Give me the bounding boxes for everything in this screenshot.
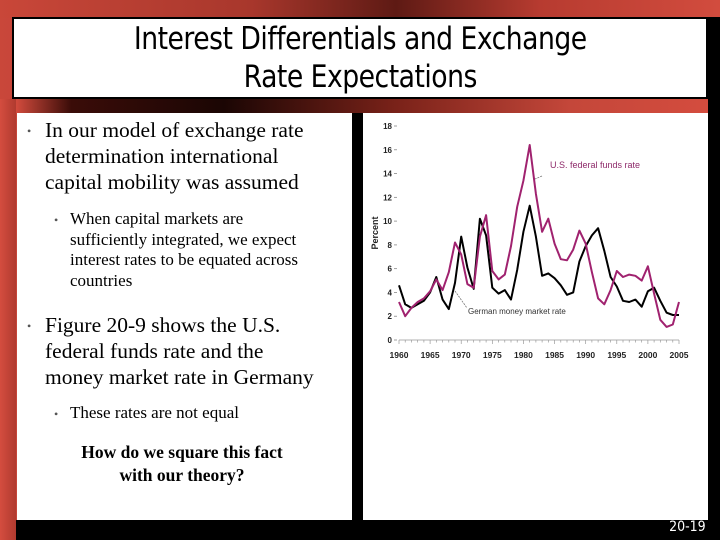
bullet-dot-icon: •: [27, 319, 32, 333]
bullet-2: Figure 20-9 shows the U.S. federal funds…: [45, 312, 345, 390]
x-tick-label: 1985: [545, 350, 564, 360]
us-fed-funds-line: [398, 144, 680, 328]
title-shadow-bar: [16, 99, 708, 113]
y-axis: 0 2 4 6 8 10 12 14 16 18: [383, 122, 397, 345]
x-tick-label: 1980: [514, 350, 533, 360]
bullet-1-sub-1: When capital markets are sufficiently in…: [70, 209, 350, 291]
bullet-dot-icon: •: [54, 407, 59, 421]
y-axis-label: Percent: [370, 216, 380, 249]
bullet-3-line: money market rate in Germany: [45, 365, 314, 389]
y-tick-label: 0: [388, 336, 393, 345]
bullet-2-line: sufficiently integrated, we expect: [70, 229, 297, 249]
interest-rate-chart: 0 2 4 6 8 10 12 14 16 18 1960 1965 1970 1975 1980 1985…: [370, 122, 689, 360]
bullet-1-line: In our model of exchange rate: [45, 118, 304, 142]
right-frame-strip: [708, 17, 720, 540]
us-annotation-leader: [534, 175, 543, 180]
us-series-annotation: U.S. federal funds rate: [550, 160, 640, 170]
y-tick-label: 2: [388, 312, 393, 321]
x-axis: 1960 1965 1970 1975 1980 1985 1990 1995 2000 2005: [390, 339, 689, 360]
y-tick-label: 4: [388, 288, 393, 297]
bullet-3-line: Figure 20-9 shows the U.S.: [45, 313, 281, 337]
german-rate-line: [398, 204, 679, 316]
bullet-2-sub-1: These rates are not equal: [70, 403, 350, 424]
title-box: Interest Differentials and Exchange Rate…: [12, 17, 708, 99]
bullet-2-line: When capital markets are: [70, 209, 244, 228]
bullet-2-line: interest rates to be equated across: [70, 250, 298, 269]
chart-panel: 0 2 4 6 8 10 12 14 16 18 1960 1965 1970 1975 1980 1985…: [363, 113, 708, 520]
y-tick-label: 10: [383, 217, 392, 226]
german-series-annotation: German money market rate: [468, 307, 566, 316]
bullet-1: In our model of exchange rate determinat…: [45, 117, 345, 195]
title-line-2: Rate Expectations: [243, 59, 477, 95]
left-frame-strip: [0, 99, 16, 540]
y-tick-label: 14: [383, 170, 392, 179]
bullet-1-line: capital mobility was assumed: [45, 170, 299, 194]
page-title: Interest Differentials and Exchange Rate…: [134, 20, 587, 96]
x-tick-label: 2000: [638, 350, 657, 360]
x-tick-label: 1975: [483, 350, 502, 360]
x-tick-label: 1990: [576, 350, 595, 360]
y-tick-label: 12: [383, 193, 392, 202]
text-panel: [17, 113, 352, 520]
bullet-3-line: federal funds rate and the: [45, 339, 264, 363]
x-tick-label: 1970: [452, 350, 471, 360]
y-tick-label: 8: [388, 241, 393, 250]
question-line: How do we square this fact: [81, 442, 283, 462]
x-tick-label: 1965: [421, 350, 440, 360]
footer-bar: [16, 520, 720, 540]
german-annotation-leader: [454, 290, 468, 309]
title-line-1: Interest Differentials and Exchange: [133, 21, 587, 57]
question-line: with our theory?: [119, 465, 245, 485]
bullet-2-line: countries: [70, 270, 133, 290]
x-tick-label: 1960: [390, 350, 409, 360]
y-tick-label: 18: [383, 122, 392, 131]
bullet-1-line: determination international: [45, 144, 279, 168]
x-tick-label: 1995: [607, 350, 626, 360]
y-tick-label: 6: [388, 265, 393, 274]
bullet-dot-icon: •: [27, 124, 32, 138]
discussion-question: How do we square this fact with our theo…: [22, 441, 342, 487]
bullet-dot-icon: •: [54, 213, 59, 227]
panel-divider: [352, 113, 363, 523]
top-decorative-band: [0, 0, 720, 18]
bullet-4-line: These rates are not equal: [70, 403, 239, 422]
y-tick-label: 16: [383, 146, 392, 155]
slide-number: 20-19: [669, 519, 706, 535]
x-tick-label: 2005: [670, 350, 689, 360]
